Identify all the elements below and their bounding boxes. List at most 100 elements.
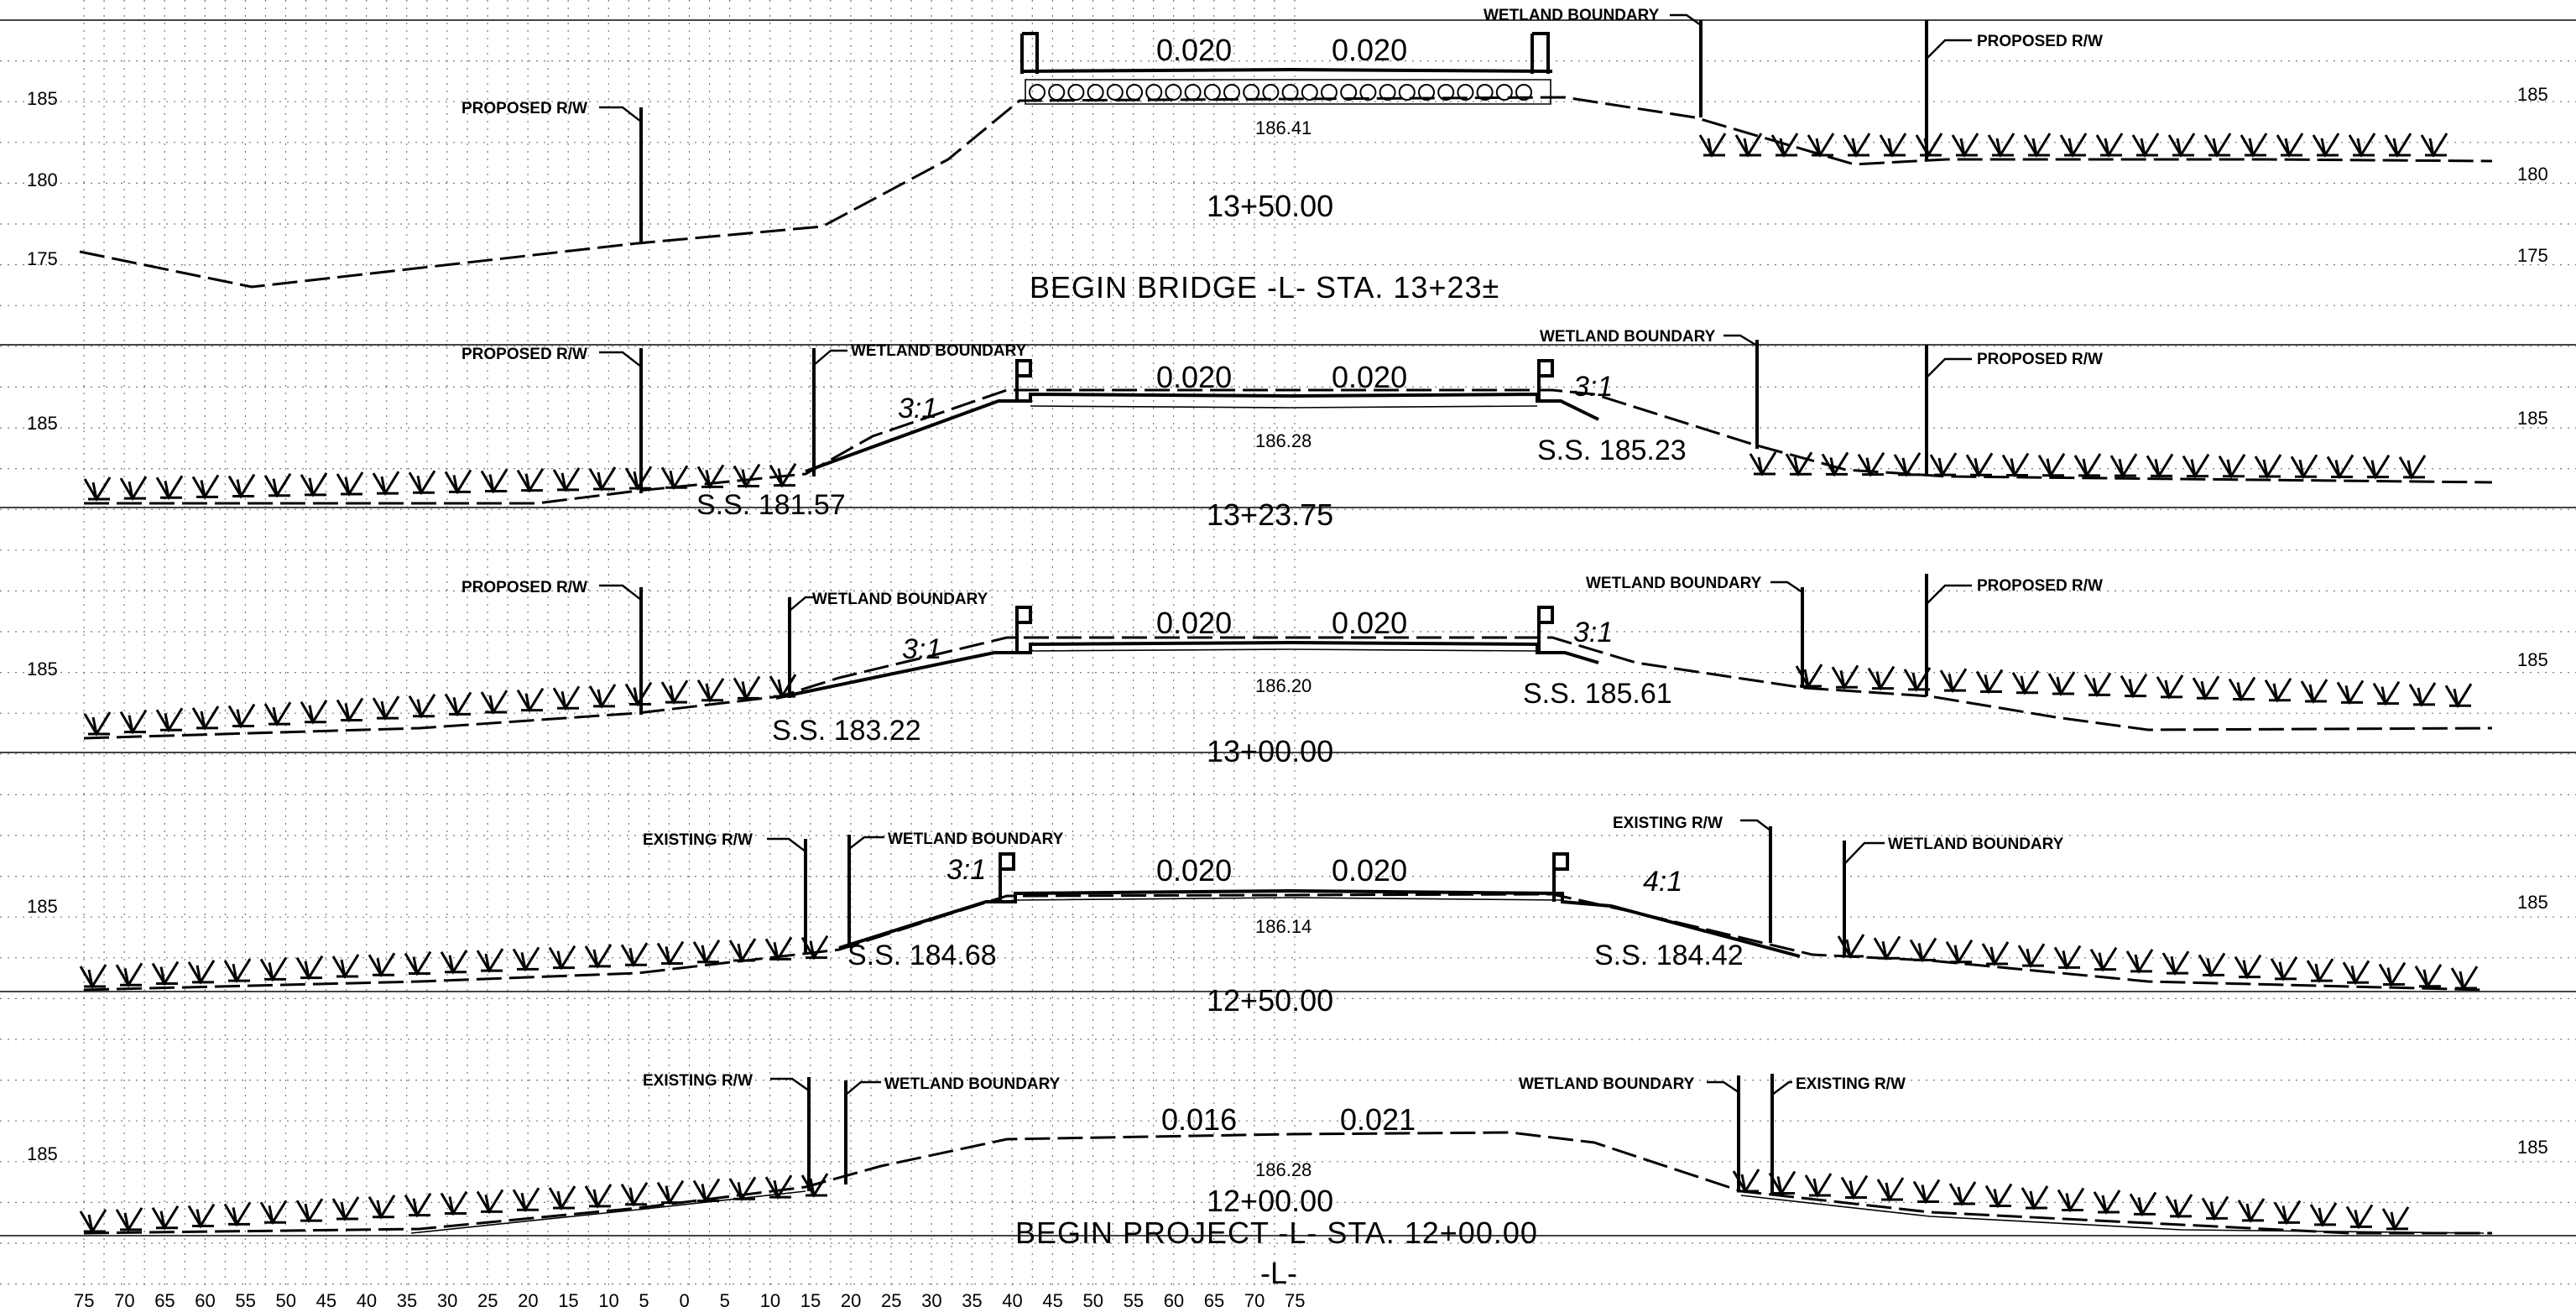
elevation-labels: 185 180 175 185 180 175 185 185 185 185 … [27,84,2548,1164]
marsh-symbol [733,675,761,701]
marsh-symbol [2146,453,2174,479]
offset-axis-label: 45 [316,1290,336,1311]
pile-circle [1223,84,1240,101]
marsh-symbol [368,1195,396,1220]
offset-axis-label: 35 [962,1290,982,1311]
pile-circle [1495,84,1513,101]
marsh-symbol [1893,452,1922,477]
offset-axis-labels: 75 70 65 60 55 50 45 40 35 30 25 20 15 10 5 0 5 10 15 20 25 3… [74,1290,1305,1311]
marsh-symbol [696,678,725,703]
marsh-symbol [1912,1179,1941,1205]
marsh-symbol [552,685,581,711]
marsh-symbol [2408,682,2437,707]
marsh-symbol [2300,679,2328,704]
marsh-symbol [79,1209,107,1234]
marsh-symbol [300,700,328,725]
marsh-symbol [2228,676,2256,702]
elev-label-s4-185-right: 185 [2517,892,2548,913]
marsh-symbol [769,674,797,699]
marsh-symbol [620,942,649,968]
marsh-symbol [440,950,468,975]
section-12-50: 0.020 0.020 3:1 4:1 186.14 S.S. 184.68 S… [79,815,2485,1018]
elev-label-s1-180-right: 180 [2517,164,2548,185]
marsh-symbol [2201,1195,2229,1221]
marsh-symbol [2165,1194,2193,1219]
offset-axis-label: 20 [518,1290,538,1311]
marsh-symbol [2129,1191,2157,1217]
marsh-symbol [1821,451,1849,477]
marsh-symbol [1981,941,2010,966]
marsh-symbol [1951,133,1979,158]
marsh-symbol [2240,133,2268,158]
rail-post-left [1015,606,1032,653]
marsh-symbol [2276,133,2304,158]
marsh-symbol [187,960,216,985]
callout-proposed-rw-left: PROPOSED R/W [461,346,587,363]
marsh-vegetation-left [79,935,829,989]
callout-wetland-boundary-right: WETLAND BOUNDARY [1586,575,1762,592]
marsh-symbol [1975,669,2004,695]
marsh-symbol [660,465,689,491]
marsh-symbol [1879,133,1907,158]
offset-axis-label: 15 [558,1290,578,1311]
callout-wetland-boundary-right: WETLAND BOUNDARY [1519,1075,1695,1093]
marsh-symbol [2378,961,2407,987]
rail-post-left [999,852,1015,902]
pile-circle [1067,84,1085,101]
pile-circle [1145,84,1163,101]
centerline-elevation: 186.28 [1255,1159,1311,1180]
marsh-symbol [660,679,689,705]
pile-circle [1048,84,1066,101]
marsh-symbol [2372,680,2401,706]
station-label: 13+50.00 [1207,189,1333,223]
elev-label-s5-185-right: 185 [2517,1137,2548,1158]
marsh-symbol [2450,966,2479,991]
grade-right: 0.020 [1332,360,1407,394]
callout-wetland-boundary-right: WETLAND BOUNDARY [1888,836,2064,853]
proposed-typical-section [838,888,1801,958]
offset-axis-label: 65 [154,1290,175,1311]
marsh-symbol [336,697,364,723]
offset-axis-label: 55 [235,1290,255,1311]
marsh-symbol [1768,1170,1796,1196]
marsh-symbol [1987,133,2015,158]
offset-axis-label: 15 [800,1290,821,1311]
marsh-symbol [584,1184,613,1209]
marsh-symbol [1795,664,1823,689]
marsh-symbol [2093,1190,2121,1215]
marsh-symbol [2342,960,2370,986]
marsh-symbol [404,950,432,976]
marsh-symbol [696,464,725,490]
marsh-symbol [2073,453,2102,478]
pile-circle [1515,84,1532,101]
marsh-symbol [2414,963,2443,989]
marsh-symbol [2264,677,2292,703]
offset-axis-label: 25 [477,1290,498,1311]
station-label: 13+23.75 [1207,497,1333,532]
marsh-symbol [1929,452,1958,477]
pile-circle [1165,84,1182,101]
elev-label-s2-185: 185 [27,413,58,434]
marsh-symbol [1732,1169,1760,1194]
marsh-symbol [800,1173,829,1198]
marsh-symbol [2309,1202,2338,1227]
marsh-symbol [1857,451,1885,477]
offset-axis-label: 30 [921,1290,941,1311]
marsh-vegetation-right [1837,934,2479,991]
marsh-symbol [1807,133,1835,158]
marsh-symbol [2203,133,2232,158]
elev-label-s3-185: 185 [27,659,58,679]
station-label: 12+50.00 [1207,983,1333,1018]
marsh-symbol [227,473,256,499]
marsh-symbol [588,684,617,709]
marsh-symbol [2254,454,2282,479]
pile-circle [1340,84,1358,101]
marsh-symbol [223,1201,252,1227]
marsh-symbol [548,945,576,971]
marsh-symbol [1867,665,1895,691]
marsh-symbol [2095,133,2124,158]
marsh-symbol [259,1200,288,1226]
marsh-symbol [516,687,545,713]
marsh-symbol [1749,451,1777,476]
marsh-symbol [444,469,472,495]
